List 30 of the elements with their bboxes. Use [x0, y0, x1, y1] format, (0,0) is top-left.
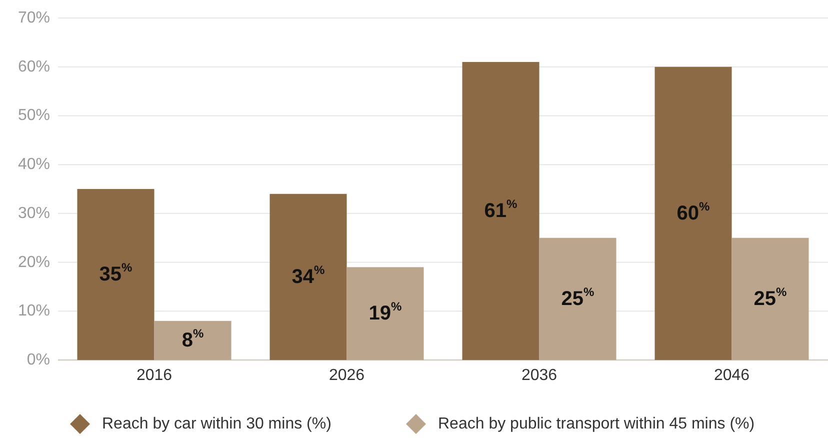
y-tick-label: 60%: [18, 58, 50, 76]
data-label: 35$^{%}$: [99, 260, 133, 286]
bar: [654, 66, 732, 360]
y-tick-label: 40%: [18, 156, 50, 174]
bar: [732, 238, 809, 360]
y-tick-label: 30%: [18, 204, 50, 222]
bar: [154, 320, 232, 360]
bar: [539, 238, 616, 360]
bar: [346, 267, 424, 360]
data-label: 8$^{%}$: [182, 326, 204, 352]
data-label: 60$^{%}$: [676, 200, 710, 224]
y-tick-label: 50%: [18, 107, 50, 124]
y-tick-label: 70%: [18, 10, 50, 26]
x-tick-label: 2016: [136, 367, 172, 384]
data-label: 61$^{%}$: [484, 197, 518, 222]
bar: [77, 189, 154, 360]
bar: [462, 62, 540, 360]
data-label: 25$^{%}$: [561, 285, 595, 310]
y-tick-label: 20%: [18, 254, 50, 271]
data-label: 34$^{%}$: [292, 263, 326, 288]
x-tick-label: 2046: [714, 367, 750, 384]
legend-label: Reach by public transport within 45 mins (%): [438, 416, 755, 432]
x-tick-label: 2036: [521, 367, 558, 384]
data-label: 25$^{%}$: [754, 285, 788, 310]
data-label: 19$^{%}$: [368, 300, 402, 325]
y-tick-label: 0%: [26, 352, 50, 368]
x-tick-label: 2026: [328, 367, 365, 384]
legend-label: Reach by car within 30 mins (%): [102, 416, 332, 432]
y-tick-label: 10%: [18, 302, 50, 320]
bar: [270, 194, 347, 360]
